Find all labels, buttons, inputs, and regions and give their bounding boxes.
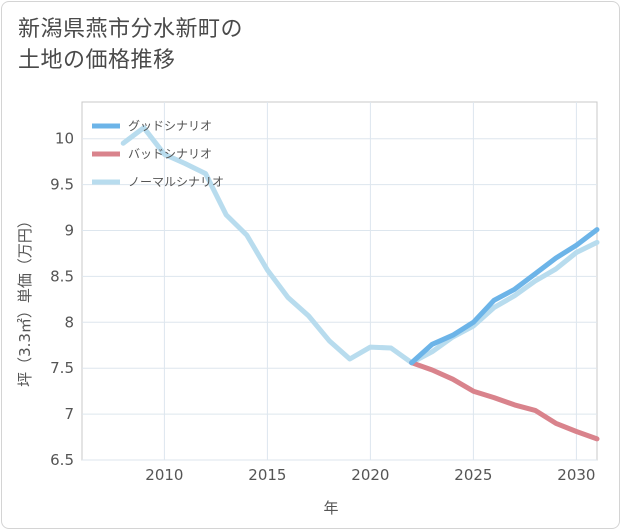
chart-title-line-2: 土地の価格推移 [18, 48, 176, 73]
legend-label-0: グッドシナリオ [128, 119, 212, 133]
legend-label-1: バッドシナリオ [128, 147, 212, 161]
y-tick-label: 10 [55, 130, 74, 148]
chart-title: 新潟県燕市分水新町の 土地の価格推移 [18, 14, 243, 76]
y-tick-label: 8.5 [50, 267, 74, 285]
y-tick-label: 7 [64, 405, 74, 423]
series-line-0 [409, 227, 600, 366]
x-tick-label: 2030 [557, 466, 595, 484]
legend-label-2: ノーマルシナリオ [128, 175, 224, 189]
chart-title-line-1: 新潟県燕市分水新町の [18, 17, 244, 42]
x-axis-ticks: 2010 2015 2020 2025 2030 [145, 466, 595, 484]
x-tick-label: 2025 [454, 466, 492, 484]
y-tick-label: 8 [64, 313, 74, 331]
x-tick-label: 2015 [248, 466, 286, 484]
x-axis-title: 年 [323, 499, 338, 517]
y-axis-ticks: 6.5 7 7.5 8 8.5 9 9.5 10 [50, 130, 74, 469]
grid [81, 101, 598, 461]
y-tick-label: 6.5 [50, 451, 74, 469]
series-lines [120, 125, 600, 442]
y-tick-label: 9.5 [50, 176, 74, 194]
y-tick-label: 9 [64, 222, 74, 240]
y-axis-title: 坪（3.3㎡）単価（万円） [16, 213, 34, 387]
series-line-1 [409, 360, 600, 442]
y-tick-label: 7.5 [50, 359, 74, 377]
series-line-2 [120, 125, 600, 366]
x-tick-label: 2010 [145, 466, 183, 484]
x-tick-label: 2020 [351, 466, 389, 484]
